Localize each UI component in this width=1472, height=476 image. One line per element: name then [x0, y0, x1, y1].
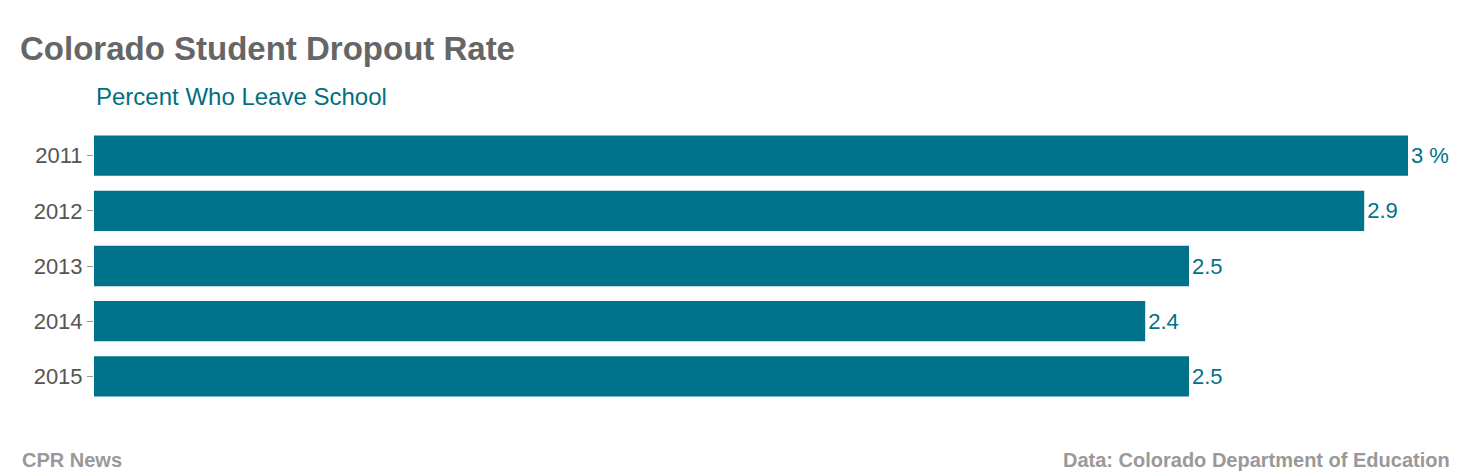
svg-text:Percent Who Leave School: Percent Who Leave School [96, 83, 387, 110]
svg-text:2.4: 2.4 [1148, 309, 1179, 334]
svg-text:Colorado Student Dropout Rate: Colorado Student Dropout Rate [20, 30, 515, 67]
svg-text:2011: 2011 [35, 143, 82, 168]
svg-text:CPR News: CPR News [22, 449, 122, 471]
svg-text:2012: 2012 [34, 199, 83, 224]
svg-text:2015: 2015 [34, 364, 83, 389]
svg-text:2.5: 2.5 [1192, 364, 1223, 389]
svg-text:Data: Colorado Department of E: Data: Colorado Department of Education [1063, 449, 1450, 471]
svg-text:2.5: 2.5 [1192, 254, 1223, 279]
svg-text:2014: 2014 [34, 309, 83, 334]
svg-text:2013: 2013 [34, 254, 83, 279]
svg-text:2.9: 2.9 [1367, 198, 1398, 223]
svg-text:3 %: 3 % [1411, 143, 1449, 168]
